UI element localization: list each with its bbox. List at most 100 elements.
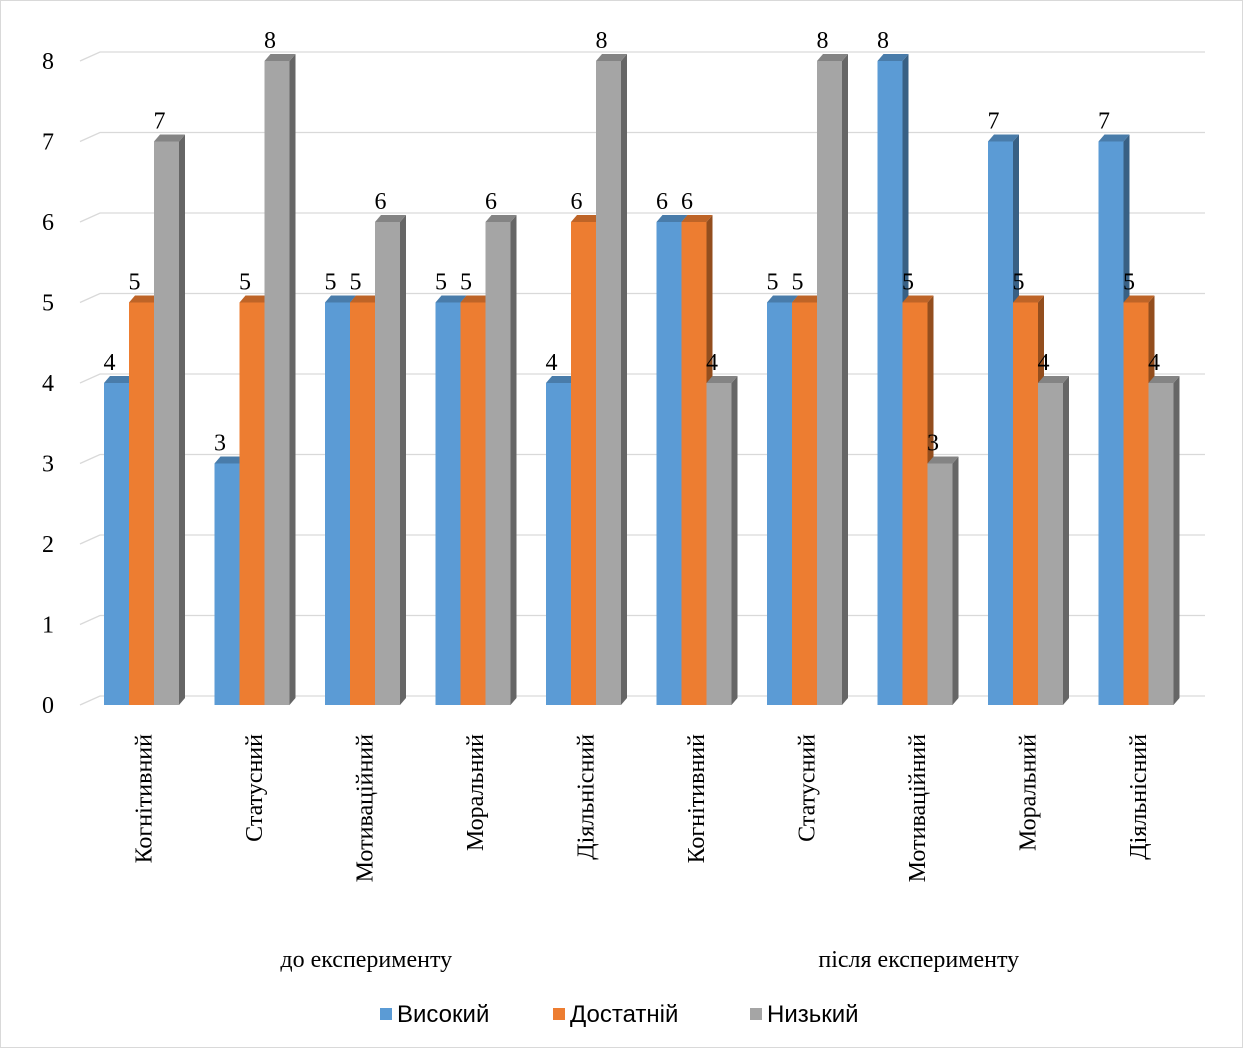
bar-front <box>792 302 817 705</box>
bar-front <box>435 302 461 705</box>
bar-side <box>842 54 848 705</box>
bar-top <box>325 295 356 303</box>
bar-front <box>681 222 707 705</box>
gridline <box>79 212 1205 223</box>
data-label: 4 <box>1148 350 1160 376</box>
bar-front <box>927 463 953 705</box>
x-tick-label: Моральний <box>463 734 489 851</box>
bar-side <box>1173 376 1180 705</box>
bar-top <box>571 215 602 222</box>
bar-2-8 <box>1038 376 1069 705</box>
data-label: 8 <box>596 28 608 54</box>
bar-front <box>596 61 621 705</box>
bar-front <box>656 222 682 705</box>
bar-top <box>1038 376 1069 383</box>
bar-top <box>988 134 1019 142</box>
legend-swatch <box>553 1008 565 1020</box>
data-label: 5 <box>350 270 362 296</box>
data-label: 3 <box>214 431 226 457</box>
y-tick-label: 6 <box>42 210 54 236</box>
data-label: 4 <box>1038 350 1050 376</box>
data-label: 7 <box>988 109 1000 135</box>
bar-top <box>154 134 185 142</box>
group-label: до експерименту <box>280 947 452 973</box>
bar-front <box>1038 383 1063 705</box>
data-label: 3 <box>927 431 939 457</box>
x-tick-label: Моральний <box>1016 734 1042 851</box>
bar-front <box>375 222 400 705</box>
y-tick-label: 4 <box>42 371 54 397</box>
bar-2-7 <box>927 456 959 705</box>
x-tick-label: Статусний <box>242 734 268 842</box>
y-tick-label: 2 <box>42 532 54 558</box>
bar-top <box>1123 295 1155 303</box>
bar-front <box>546 383 571 705</box>
bar-front <box>154 141 179 705</box>
axes: 0 1 2 3 4 5 6 7 8 Когнітивний Статусний Мотиваційни… <box>42 49 1152 973</box>
group-label: після експерименту <box>818 947 1019 973</box>
bar-2-0 <box>154 134 185 705</box>
data-label: 8 <box>817 28 829 54</box>
y-tick-label: 7 <box>42 130 54 156</box>
bar-2-1 <box>264 54 296 705</box>
bar-side <box>400 215 406 705</box>
y-tick-label: 5 <box>42 291 54 317</box>
bar-top <box>435 295 467 303</box>
bar-top <box>596 54 627 61</box>
data-label: 5 <box>902 270 914 296</box>
data-label: 8 <box>264 28 276 54</box>
x-tick-label: Мотиваційний <box>905 734 931 882</box>
data-label: 4 <box>706 350 718 376</box>
legend-swatch <box>750 1008 762 1020</box>
bar-top <box>104 376 135 383</box>
bar-side <box>510 215 517 705</box>
bar-top <box>239 295 271 303</box>
x-tick-label: Діяльнісний <box>574 734 600 860</box>
bar-1-5 <box>681 215 713 705</box>
bar-top <box>767 295 798 303</box>
bar-0-2 <box>325 295 356 705</box>
bar-top <box>485 215 517 222</box>
bar-top <box>460 295 492 303</box>
bar-side <box>621 54 627 705</box>
bar-2-2 <box>375 215 406 705</box>
bar-side <box>289 54 296 705</box>
bar-side <box>952 456 959 705</box>
data-label: 4 <box>546 350 558 376</box>
y-tick-label: 0 <box>42 693 54 719</box>
data-label: 5 <box>435 270 447 296</box>
bar-front <box>1148 383 1174 705</box>
data-label: 5 <box>129 270 141 296</box>
bar-2-3 <box>485 215 517 705</box>
bar-top <box>1098 134 1130 142</box>
bar-front <box>1098 141 1124 705</box>
bar-top <box>546 376 577 383</box>
bar-side <box>179 134 185 705</box>
bar-2-4 <box>596 54 627 705</box>
data-label: 7 <box>154 109 166 135</box>
bar-top <box>927 456 959 464</box>
bar-front <box>817 61 842 705</box>
legend: Високий Достатній Низький <box>380 1001 859 1028</box>
bar-top <box>706 376 738 383</box>
bar-front <box>264 61 290 705</box>
data-label: 5 <box>460 270 472 296</box>
gridline <box>79 131 1205 143</box>
legend-label: Високий <box>397 1001 489 1028</box>
bar-front <box>1123 302 1149 705</box>
y-tick-label: 1 <box>42 613 54 639</box>
bar-front <box>239 302 265 705</box>
x-tick-label: Діяльнісний <box>1126 734 1152 860</box>
bar-2-6 <box>817 54 848 705</box>
y-tick-label: 8 <box>42 49 54 75</box>
bar-top <box>129 295 160 303</box>
x-tick-label: Статусний <box>795 734 821 842</box>
bar-front <box>902 302 928 705</box>
x-tick-label: Когнітивний <box>684 734 710 864</box>
bar-front <box>1013 302 1038 705</box>
data-label: 6 <box>375 189 387 215</box>
data-label: 5 <box>767 270 779 296</box>
legend-label: Достатній <box>570 1001 678 1028</box>
